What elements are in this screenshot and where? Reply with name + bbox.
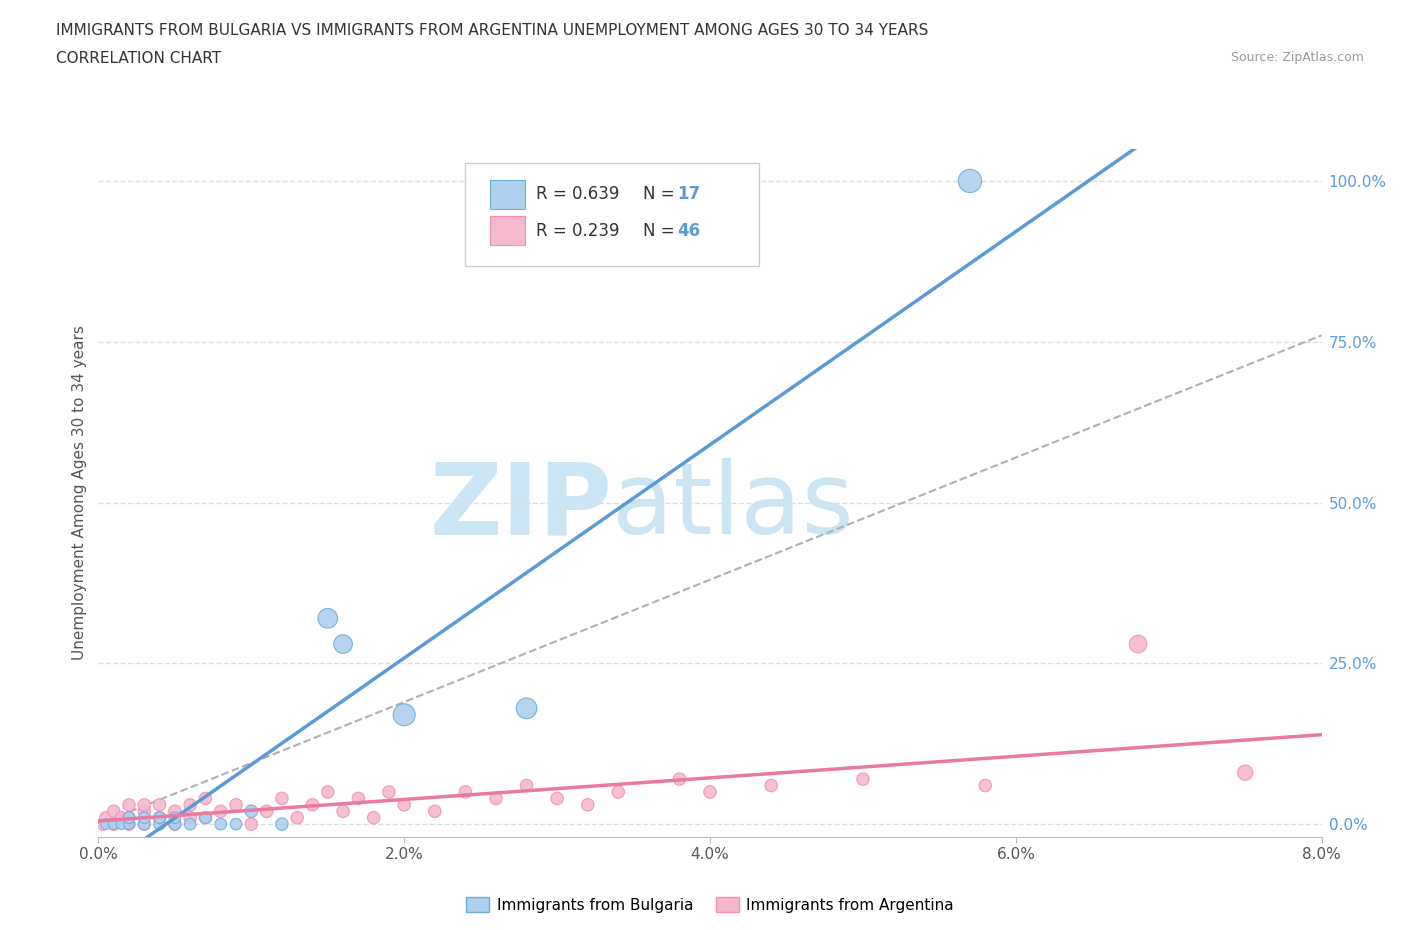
Y-axis label: Unemployment Among Ages 30 to 34 years: Unemployment Among Ages 30 to 34 years (72, 326, 87, 660)
Point (285, 810, 308, 825)
Text: ZIP: ZIP (429, 458, 612, 555)
Point (118, 810, 141, 825)
Legend: Immigrants from Bulgaria, Immigrants from Argentina: Immigrants from Bulgaria, Immigrants fro… (460, 891, 960, 919)
Point (209, 804, 232, 818)
Point (423, 804, 446, 818)
Point (134, 817, 156, 831)
Point (332, 804, 354, 818)
Point (240, 817, 263, 831)
Point (103, 817, 125, 831)
Point (270, 791, 294, 806)
Text: N =: N = (643, 222, 679, 240)
Point (240, 804, 263, 818)
Text: Source: ZipAtlas.com: Source: ZipAtlas.com (1230, 51, 1364, 64)
Text: 46: 46 (678, 222, 700, 240)
Point (699, 785, 721, 800)
Point (194, 791, 217, 806)
Point (94, 817, 117, 831)
Point (546, 791, 568, 806)
Point (163, 804, 186, 818)
Text: N =: N = (643, 185, 679, 204)
Point (454, 785, 477, 800)
Point (163, 810, 186, 825)
Point (516, 701, 538, 716)
Point (576, 797, 599, 812)
Point (852, 772, 875, 787)
Point (378, 785, 401, 800)
Point (516, 778, 538, 793)
Point (347, 791, 370, 806)
Point (134, 810, 156, 825)
Point (316, 785, 339, 800)
Point (110, 817, 132, 831)
Point (134, 804, 156, 818)
FancyBboxPatch shape (489, 217, 526, 246)
Text: 17: 17 (678, 185, 700, 204)
Point (179, 810, 201, 825)
Point (209, 817, 232, 831)
Point (974, 778, 997, 793)
Point (301, 797, 323, 812)
Point (163, 817, 186, 831)
Point (118, 817, 141, 831)
Point (149, 810, 172, 825)
Point (759, 778, 782, 793)
Point (94, 810, 117, 825)
Point (163, 817, 186, 831)
Point (149, 797, 172, 812)
Point (134, 817, 156, 831)
FancyBboxPatch shape (465, 163, 759, 266)
Point (1234, 765, 1257, 780)
Point (118, 797, 141, 812)
Point (103, 817, 125, 831)
Point (332, 637, 354, 652)
Point (118, 817, 141, 831)
Point (256, 804, 278, 818)
Text: CORRELATION CHART: CORRELATION CHART (56, 51, 221, 66)
Point (194, 810, 217, 825)
Point (270, 817, 294, 831)
Point (118, 810, 141, 825)
Text: IMMIGRANTS FROM BULGARIA VS IMMIGRANTS FROM ARGENTINA UNEMPLOYMENT AMONG AGES 30: IMMIGRANTS FROM BULGARIA VS IMMIGRANTS F… (56, 23, 928, 38)
Point (959, 174, 981, 189)
FancyBboxPatch shape (489, 179, 526, 208)
Point (225, 817, 247, 831)
Text: R = 0.639: R = 0.639 (536, 185, 620, 204)
Point (149, 817, 172, 831)
Point (607, 785, 630, 800)
Point (392, 797, 416, 812)
Point (225, 797, 247, 812)
Point (179, 817, 201, 831)
Text: atlas: atlas (612, 458, 853, 555)
Point (194, 810, 217, 825)
Point (485, 791, 508, 806)
Point (134, 797, 156, 812)
Point (179, 797, 201, 812)
Point (1128, 637, 1150, 652)
Point (316, 611, 339, 626)
Point (363, 810, 385, 825)
Point (149, 810, 172, 825)
Text: R = 0.239: R = 0.239 (536, 222, 620, 240)
Point (668, 772, 690, 787)
Point (91, 817, 114, 831)
Point (103, 804, 125, 818)
Point (392, 708, 416, 723)
Point (110, 810, 132, 825)
